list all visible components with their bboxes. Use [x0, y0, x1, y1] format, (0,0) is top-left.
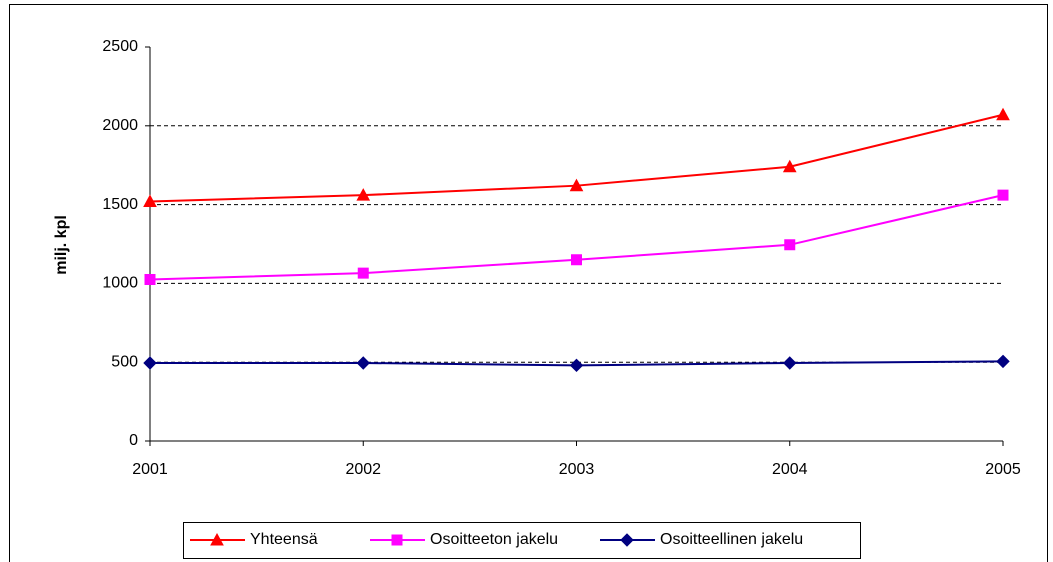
- x-tick-label: 2002: [345, 461, 381, 478]
- marker: [996, 107, 1010, 121]
- legend-label: Yhteensä: [250, 531, 318, 548]
- y-tick-label: 1500: [102, 196, 138, 213]
- marker: [782, 159, 797, 173]
- marker: [357, 267, 369, 279]
- marker: [783, 356, 797, 370]
- y-tick-label: 500: [111, 353, 138, 370]
- legend-label: Osoitteeton jakelu: [430, 531, 558, 548]
- y-axis-label: milj. kpl: [53, 215, 70, 275]
- x-tick-label: 2001: [132, 461, 168, 478]
- marker: [569, 358, 584, 373]
- marker: [569, 178, 584, 192]
- marker: [143, 356, 157, 370]
- y-tick-label: 1000: [102, 275, 138, 292]
- legend: [183, 522, 861, 559]
- y-tick-label: 2000: [102, 117, 138, 134]
- x-tick-label: 2004: [772, 461, 808, 478]
- marker: [356, 188, 371, 201]
- series-line: [149, 194, 1004, 281]
- marker: [996, 354, 1010, 369]
- legend-marker: [620, 533, 634, 547]
- marker: [784, 239, 796, 251]
- chart-border: [9, 4, 1048, 562]
- marker: [144, 273, 156, 285]
- y-tick-label: 2500: [102, 38, 138, 55]
- marker: [143, 194, 157, 207]
- x-tick-label: 2005: [985, 461, 1021, 478]
- marker: [356, 356, 370, 370]
- y-tick-label: 0: [129, 432, 138, 449]
- x-tick-label: 2003: [559, 461, 595, 478]
- legend-marker: [391, 534, 403, 546]
- marker: [571, 254, 582, 266]
- legend-marker: [210, 532, 224, 546]
- marker: [997, 189, 1009, 201]
- legend-label: Osoitteellinen jakelu: [660, 531, 803, 548]
